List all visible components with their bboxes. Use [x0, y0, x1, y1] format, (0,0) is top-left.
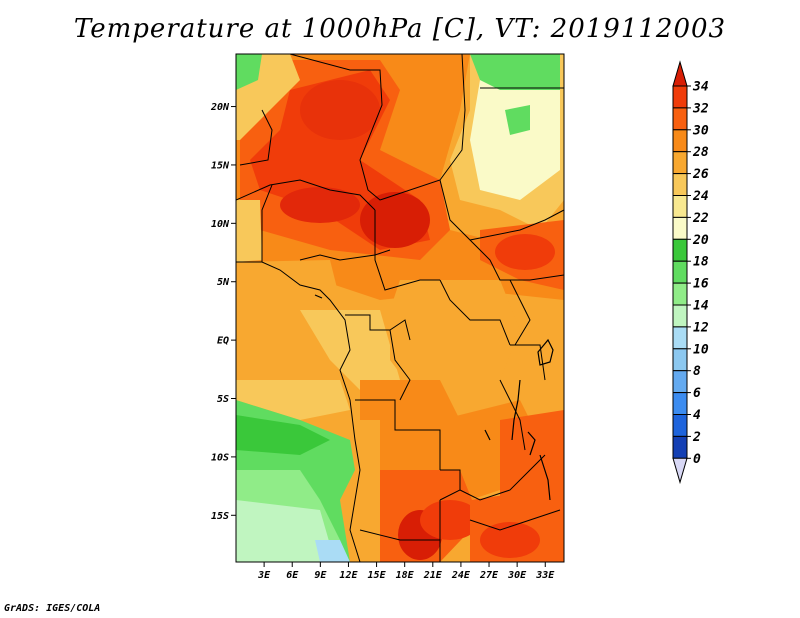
colorbar-swatch — [672, 282, 688, 306]
colorbar-label: 30 — [692, 123, 709, 138]
lon-tick-label: 21E — [423, 570, 443, 581]
map-frame — [235, 53, 565, 563]
colorbar-label: 22 — [692, 211, 709, 226]
colorbar-swatch — [672, 195, 688, 218]
lon-tick-label: 24E — [451, 570, 471, 581]
colorbar-swatch — [672, 216, 688, 240]
colorbar-swatch — [672, 435, 688, 459]
colorbar-swatch — [672, 348, 688, 372]
lakes — [314, 294, 554, 501]
colorbar-label: 34 — [692, 80, 709, 95]
colorbar-label: 8 — [693, 364, 701, 379]
lat-tick-label: 10N — [211, 219, 230, 230]
colorbar-label: 4 — [693, 408, 701, 423]
lat-tick-label: 20N — [210, 102, 230, 113]
colorbar-swatch — [672, 107, 688, 131]
colorbar-swatch — [672, 238, 688, 262]
lon-tick-label: 9E — [314, 570, 327, 581]
colorbar-label: 24 — [692, 189, 709, 204]
colorbar-label: 12 — [693, 320, 709, 335]
lat-tick-label: 5N — [217, 277, 230, 288]
colorbar-label: 28 — [692, 145, 709, 160]
colorbar-label: 20 — [692, 233, 709, 248]
lon-tick-label: 15E — [368, 570, 387, 581]
colorbar-swatch — [672, 85, 688, 109]
colorbar-label: 10 — [693, 342, 709, 357]
colorbar-swatch — [672, 173, 688, 197]
lat-tick-label: 15N — [211, 160, 230, 171]
colorbar-swatch — [672, 151, 688, 175]
lon-tick-label: 30E — [507, 570, 527, 581]
colorbar-top-arrow — [672, 60, 688, 87]
colorbar-swatch — [672, 304, 688, 328]
lon-tick-label: 18E — [396, 570, 415, 581]
lon-tick-label: 27E — [479, 570, 499, 581]
colorbar-label: 14 — [693, 299, 709, 314]
lat-tick-label: EQ — [217, 336, 229, 347]
colorbar-swatch — [672, 326, 688, 350]
colorbar-swatch — [672, 260, 688, 284]
colorbar-label: 2 — [692, 430, 701, 445]
colorbar-swatch — [672, 392, 688, 416]
colorbar-swatch — [672, 414, 688, 437]
lat-axis: 20N 15N 10N 5N EQ 5S 10S 15S — [210, 102, 236, 522]
colorbar-label: 26 — [692, 167, 709, 182]
lon-tick-label: 33E — [535, 570, 555, 581]
lat-tick-label: 10S — [211, 452, 229, 463]
colorbar-label: 18 — [693, 255, 709, 270]
lon-tick-label: 3E — [257, 570, 271, 581]
colorbar-label: 6 — [693, 386, 701, 401]
temperature-field — [236, 54, 564, 562]
colorbar-swatch — [672, 370, 688, 394]
colorbar-label: 32 — [692, 101, 709, 116]
lat-tick-label: 15S — [211, 511, 229, 522]
colorbar-bottom-arrow — [672, 457, 688, 485]
colorbar-swatch — [672, 129, 688, 153]
colorbar-label: 0 — [693, 452, 701, 467]
lon-tick-label: 12E — [339, 570, 358, 581]
lon-axis: 3E 6E 9E 12E 15E 18E 21E 24E 27E 30E 33E — [257, 562, 555, 581]
country-borders — [236, 54, 564, 562]
map-title: Temperature at 1000hPa [C], VT: 20191120… — [73, 14, 727, 44]
lon-tick-label: 6E — [286, 570, 299, 581]
colorbar-label: 16 — [693, 277, 709, 292]
lat-tick-label: 5S — [217, 394, 229, 405]
grads-credit: GrADS: IGES/COLA — [4, 603, 101, 614]
